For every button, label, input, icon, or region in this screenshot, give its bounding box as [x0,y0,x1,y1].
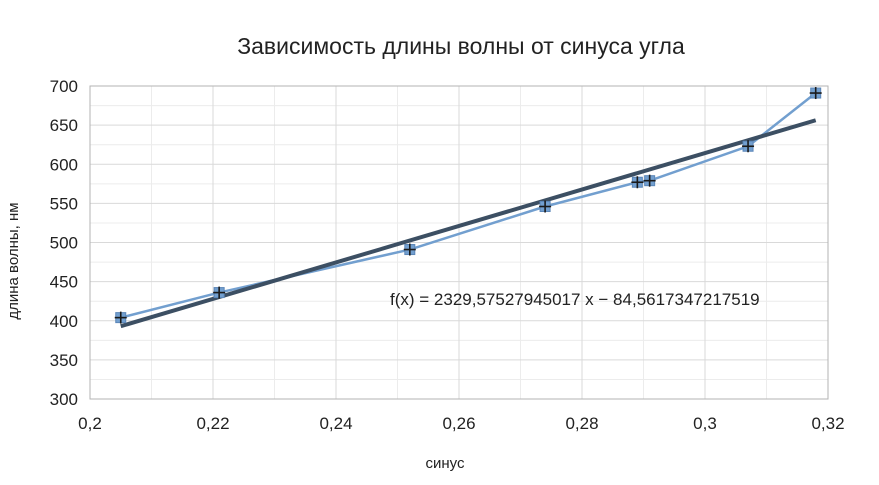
data-point [631,176,644,189]
y-axis-label: длина волны, нм [5,202,22,319]
y-tick-label: 550 [50,194,78,213]
trendline [120,118,817,329]
major-grid [89,85,829,400]
data-point [643,174,656,187]
data-point [114,311,127,324]
y-tick-label: 500 [50,234,78,253]
plot-area-frame [89,85,829,400]
x-tick-label: 0,26 [442,414,475,433]
data-point [213,286,226,299]
y-tick-label: 400 [50,312,78,331]
chart-title: Зависимость длины волны от синуса угла [237,33,685,59]
x-tick-label: 0,22 [196,414,229,433]
y-axis-ticks: 300 350 400 450 500 550 600 650 700 [50,77,78,409]
y-tick-label: 350 [50,351,78,370]
x-tick-label: 0,2 [78,414,102,433]
x-tick-label: 0,24 [319,414,352,433]
x-axis-label: синус [426,455,465,472]
series-markers [114,87,822,324]
data-point [742,140,755,153]
x-tick-label: 0,3 [693,414,717,433]
data-point [539,200,552,213]
trendline-equation: f(x) = 2329,57527945017 x − 84,561734721… [390,290,760,309]
series-line [120,92,817,319]
y-tick-label: 600 [50,155,78,174]
x-axis-ticks: 0,2 0,22 0,24 0,26 0,28 0,3 0,32 [78,414,844,433]
data-point [809,87,822,100]
data-point [403,243,416,256]
x-tick-label: 0,32 [811,414,844,433]
y-tick-label: 650 [50,116,78,135]
x-tick-label: 0,28 [565,414,598,433]
y-tick-label: 700 [50,77,78,96]
y-tick-label: 300 [50,390,78,409]
y-tick-label: 450 [50,273,78,292]
